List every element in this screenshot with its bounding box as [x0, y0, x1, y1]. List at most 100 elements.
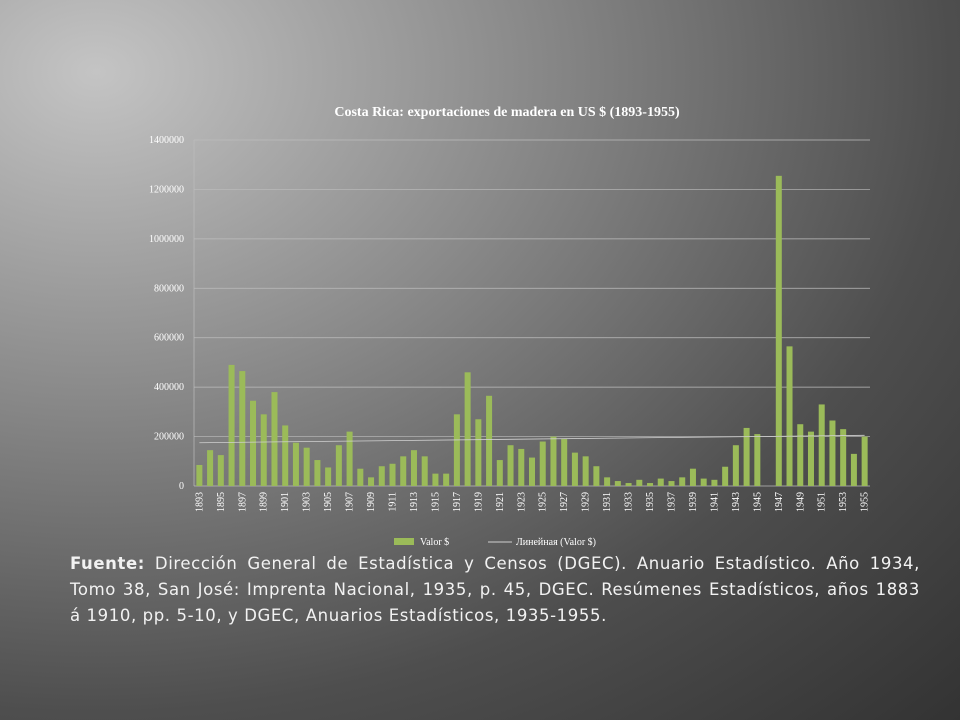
x-tick-label: 1905: [323, 492, 334, 512]
note-label: Fuente:: [70, 554, 146, 573]
bar: [250, 400, 257, 486]
bar: [378, 466, 385, 486]
x-tick-label: 1929: [581, 492, 592, 512]
bar: [636, 479, 643, 486]
bar: [335, 445, 342, 486]
bar: [539, 441, 546, 486]
x-tick-label: 1917: [452, 492, 463, 512]
x-tick-label: 1941: [709, 492, 720, 512]
x-tick-label: 1913: [409, 492, 420, 512]
bar: [818, 404, 825, 486]
bar: [711, 479, 718, 486]
chart-title: Costa Rica: exportaciones de madera en U…: [334, 105, 680, 120]
bar: [786, 346, 793, 486]
bar: [582, 456, 589, 486]
bar: [528, 457, 536, 486]
bar: [700, 478, 707, 486]
bar: [453, 414, 460, 486]
bar: [743, 427, 750, 486]
x-tick-label: 1949: [795, 492, 806, 512]
bar: [679, 477, 686, 486]
bar: [228, 364, 235, 486]
bar: [518, 448, 525, 486]
y-tick-label: 200000: [154, 432, 184, 443]
x-tick-label: 1907: [345, 492, 356, 512]
bar: [507, 445, 514, 486]
bar: [475, 419, 482, 486]
bar: [775, 175, 782, 487]
legend-label: Линейная (Valor $): [516, 537, 596, 548]
y-tick-label: 1000000: [149, 234, 184, 245]
bar: [668, 481, 675, 486]
x-tick-label: 1953: [838, 492, 849, 512]
bar: [368, 477, 375, 486]
bar: [464, 372, 471, 486]
bar: [217, 455, 224, 486]
x-tick-label: 1933: [624, 492, 635, 512]
bar: [807, 431, 814, 486]
bar: [614, 481, 621, 486]
bar: [604, 477, 611, 486]
x-tick-label: 1955: [860, 492, 871, 512]
y-tick-label: 600000: [154, 333, 184, 344]
x-tick-label: 1895: [216, 492, 227, 512]
bar: [271, 392, 278, 486]
x-tick-label: 1903: [302, 492, 313, 512]
x-tick-label: 1893: [194, 492, 205, 512]
bar: [443, 473, 450, 486]
bar: [647, 483, 654, 486]
x-tick-label: 1931: [602, 492, 613, 512]
x-tick-label: 1923: [516, 492, 527, 512]
x-tick-label: 1915: [430, 492, 441, 512]
bar: [657, 478, 664, 486]
y-tick-label: 0: [179, 481, 184, 492]
bar: [357, 468, 364, 486]
bar: [797, 424, 804, 486]
x-tick-label: 1925: [538, 492, 549, 512]
y-tick-label: 800000: [154, 283, 184, 294]
bar: [486, 395, 493, 486]
source-note: Fuente: Dirección General de Estadística…: [70, 551, 920, 629]
x-tick-label: 1909: [366, 492, 377, 512]
bar: [625, 483, 632, 486]
x-tick-label: 1921: [495, 492, 506, 512]
bar: [239, 371, 246, 486]
bar: [432, 473, 439, 486]
bar: [314, 460, 321, 486]
bar: [571, 452, 578, 486]
x-tick-label: 1947: [774, 492, 785, 512]
x-tick-label: 1943: [731, 492, 742, 512]
bar: [561, 439, 568, 486]
bar: [207, 450, 214, 486]
bar: [850, 453, 857, 486]
bar: [282, 425, 289, 486]
x-tick-label: 1901: [280, 492, 291, 512]
bar: [496, 460, 503, 486]
bar: [260, 414, 267, 486]
x-tick-label: 1935: [645, 492, 656, 512]
bar: [292, 442, 299, 486]
legend-label: Valor $: [420, 537, 449, 548]
bar: [689, 468, 696, 486]
bar: [861, 436, 868, 486]
x-tick-label: 1899: [259, 492, 270, 512]
legend-swatch: [394, 538, 414, 545]
bar: [754, 434, 761, 486]
bar: [732, 445, 739, 486]
bar: [410, 450, 417, 486]
x-tick-label: 1939: [688, 492, 699, 512]
bar: [400, 456, 407, 486]
x-tick-label: 1927: [559, 492, 570, 512]
bar: [389, 463, 396, 486]
x-tick-label: 1951: [817, 492, 828, 512]
bar: [325, 467, 332, 486]
x-tick-label: 1945: [752, 492, 763, 512]
x-tick-label: 1897: [237, 492, 248, 512]
trendline: [199, 434, 865, 444]
bar: [346, 431, 353, 486]
x-tick-label: 1919: [473, 492, 484, 512]
y-tick-label: 400000: [154, 382, 184, 393]
bar: [840, 429, 847, 486]
